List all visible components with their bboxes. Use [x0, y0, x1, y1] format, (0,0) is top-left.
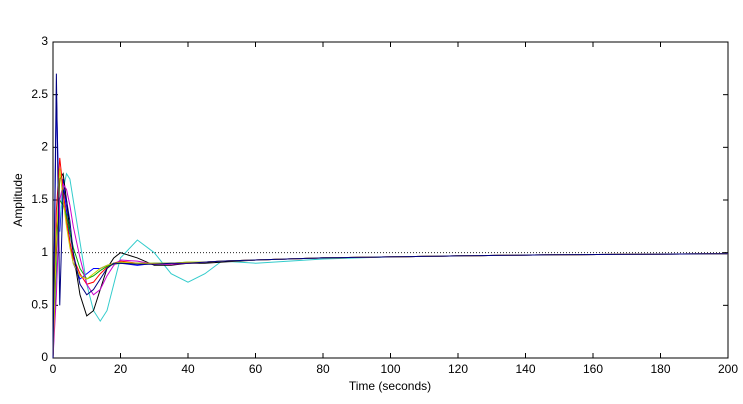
x-tick-label: 40 — [181, 362, 195, 376]
x-tick-label: 180 — [650, 362, 670, 376]
x-tick-label: 0 — [50, 362, 57, 376]
x-axis-label: Time (seconds) — [349, 379, 431, 393]
x-tick-label: 200 — [718, 362, 738, 376]
x-tick-label: 120 — [448, 362, 468, 376]
y-tick-label: 1.5 — [31, 192, 48, 206]
x-tick-label: 60 — [249, 362, 263, 376]
y-axis-label: Amplitude — [11, 173, 25, 227]
y-tick-label: 2 — [41, 140, 48, 154]
x-tick-label: 140 — [515, 362, 535, 376]
x-tick-label: 80 — [316, 362, 330, 376]
x-tick-label: 160 — [583, 362, 603, 376]
plot-box — [52, 41, 729, 359]
y-tick-label: 0 — [41, 350, 48, 364]
series-line — [52, 172, 729, 359]
series-line — [52, 73, 729, 359]
x-tick-label: 20 — [114, 362, 128, 376]
x-tick-label: 100 — [380, 362, 400, 376]
y-tick-label: 1 — [41, 245, 48, 259]
y-tick-label: 3 — [41, 34, 48, 48]
y-tick-label: 2.5 — [31, 87, 48, 101]
y-tick-label: 0.5 — [31, 298, 48, 312]
